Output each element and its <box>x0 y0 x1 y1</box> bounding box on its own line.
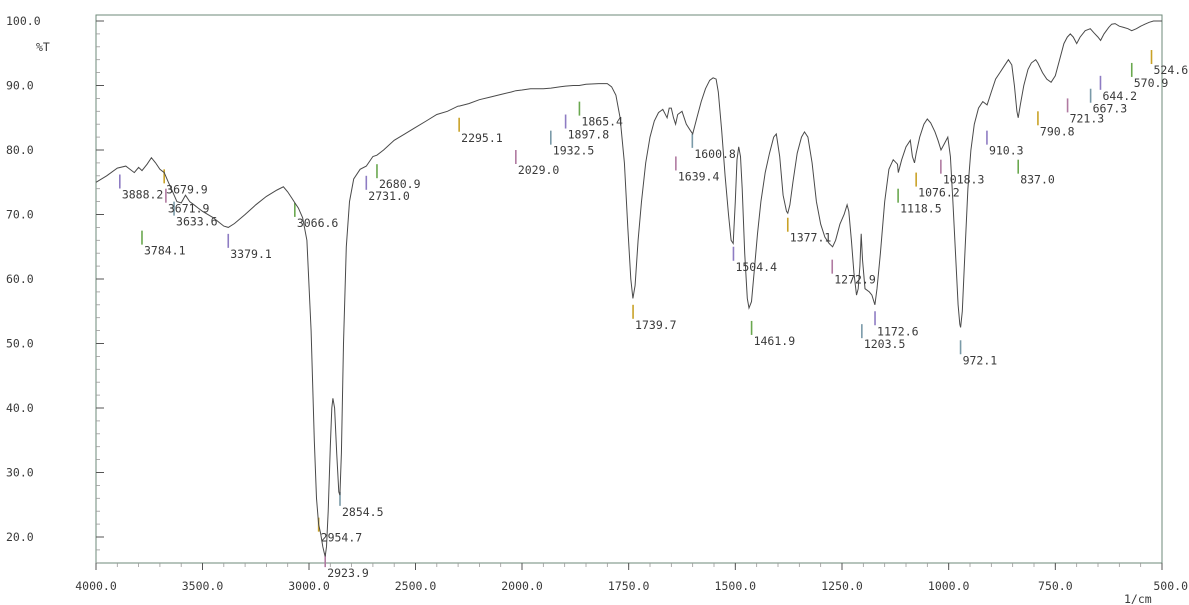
peak-label: 1272.9 <box>834 273 876 287</box>
peak-label: 1203.5 <box>864 337 906 351</box>
peak-label: 1932.5 <box>553 144 595 158</box>
peak-label: 2680.9 <box>379 177 421 191</box>
x-tick-label: 4000.0 <box>75 579 117 593</box>
peak-label: 1739.7 <box>635 318 677 332</box>
peak-markers <box>119 50 1153 568</box>
y-tick-label: 40.0 <box>6 401 34 415</box>
peak-label: 1118.5 <box>900 202 942 216</box>
peak-label: 1461.9 <box>754 334 796 348</box>
peak-label: 3784.1 <box>144 244 186 258</box>
peak-label: 2731.0 <box>368 189 410 203</box>
plot-frame <box>95 14 1163 564</box>
x-tick-label: 2000.0 <box>501 579 543 593</box>
x-tick-label: 750.0 <box>1038 579 1073 593</box>
peak-label: 1897.8 <box>568 128 610 142</box>
peak-label: 1865.4 <box>581 115 623 129</box>
y-tick-label: 60.0 <box>6 272 34 286</box>
x-tick-label: 3500.0 <box>182 579 224 593</box>
y-tick-label: 70.0 <box>6 208 34 222</box>
peak-label: 790.8 <box>1040 124 1075 138</box>
y-tick-label: 80.0 <box>6 143 34 157</box>
x-tick-label: 1000.0 <box>928 579 970 593</box>
y-tick-label: 30.0 <box>6 466 34 480</box>
y-axis-unit-label: %T <box>36 40 50 54</box>
peak-label: 2029.0 <box>518 163 560 177</box>
peak-label: 570.9 <box>1134 76 1169 90</box>
x-axis: 4000.0 3500.0 3000.0 2500.0 2000.0 1750.0 1500… <box>75 563 1188 593</box>
peak-label: 644.2 <box>1102 89 1137 103</box>
peak-label: 2854.5 <box>342 505 384 519</box>
x-tick-label: 3000.0 <box>288 579 330 593</box>
peak-label: 1504.4 <box>735 260 777 274</box>
peak-label: 3888.2 <box>122 188 164 202</box>
y-tick-label: 100.0 <box>6 14 41 28</box>
peak-label: 524.6 <box>1154 63 1189 77</box>
peak-label: 1639.4 <box>678 169 720 183</box>
peak-label: 1600.8 <box>694 147 736 161</box>
x-tick-label: 1750.0 <box>608 579 650 593</box>
y-tick-label: 90.0 <box>6 79 34 93</box>
peak-label: 972.1 <box>963 353 998 367</box>
peak-label: 1076.2 <box>918 186 960 200</box>
spectrum-line <box>95 20 1162 557</box>
peak-label: 1018.3 <box>943 173 985 187</box>
peak-label: 1172.6 <box>877 324 919 338</box>
x-tick-label: 2500.0 <box>395 579 437 593</box>
peak-label: 1377.1 <box>790 231 832 245</box>
peak-label: 837.0 <box>1020 173 1055 187</box>
x-tick-label: 500.0 <box>1153 579 1188 593</box>
peak-label: 2295.1 <box>461 131 503 145</box>
peak-label: 667.3 <box>1093 102 1128 116</box>
peak-label: 3679.9 <box>166 182 208 196</box>
x-tick-label: 1500.0 <box>715 579 757 593</box>
peak-label: 3633.6 <box>176 215 218 229</box>
peak-label: 3671.9 <box>168 202 210 216</box>
x-tick-label: 1250.0 <box>821 579 863 593</box>
peak-label: 721.3 <box>1070 111 1105 125</box>
peak-label: 3066.6 <box>297 216 339 230</box>
peak-label: 2923.9 <box>327 566 369 580</box>
y-axis: 100.0 90.0 80.0 70.0 60.0 50.0 40.0 30.0 20.0 <box>6 14 104 544</box>
peak-label: 3379.1 <box>230 247 272 261</box>
y-tick-label: 20.0 <box>6 530 34 544</box>
peak-label: 910.3 <box>989 144 1024 158</box>
minor-ticks <box>95 20 1163 567</box>
y-tick-label: 50.0 <box>6 337 34 351</box>
x-axis-unit-label: 1/cm <box>1124 592 1152 605</box>
peak-label: 2954.7 <box>321 531 363 545</box>
